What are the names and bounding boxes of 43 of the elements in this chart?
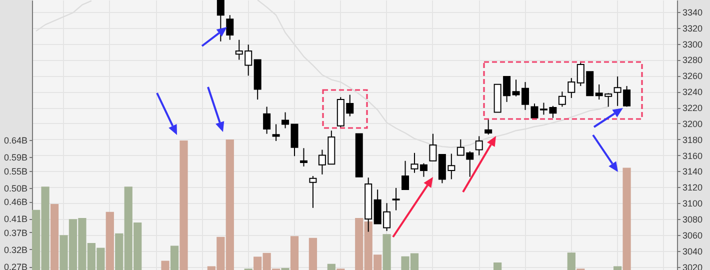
y2-tick-label: 3240 bbox=[682, 87, 703, 98]
y2-tick-label: 3300 bbox=[682, 39, 703, 50]
candlestick bbox=[226, 14, 234, 40]
candlestick bbox=[558, 91, 566, 108]
y2-tick-label: 3340 bbox=[682, 7, 703, 18]
y2-tick-label: 3280 bbox=[682, 55, 703, 66]
y-tick-label: 0.59B bbox=[4, 152, 28, 163]
y2-tick-label: 3020 bbox=[682, 262, 703, 270]
candlestick bbox=[300, 148, 308, 167]
candlestick bbox=[272, 124, 280, 142]
y2-tick-label: 3260 bbox=[682, 71, 703, 82]
candlestick bbox=[290, 124, 298, 157]
y2-tick-label: 3200 bbox=[682, 118, 703, 129]
y2-tick-label: 3060 bbox=[682, 230, 703, 240]
y-tick-label: 0.55B bbox=[4, 166, 28, 176]
candlestick bbox=[568, 78, 576, 98]
y2-tick-label: 3040 bbox=[682, 246, 703, 256]
candlestick bbox=[410, 152, 418, 174]
y2-tick-label: 3180 bbox=[682, 134, 703, 145]
y-tick-label: 0.41B bbox=[4, 214, 28, 224]
y2-tick-label: 3220 bbox=[682, 103, 703, 114]
candlestick bbox=[429, 133, 437, 162]
y-tick-label: 0.37B bbox=[4, 228, 28, 238]
y-tick-label: 0.50B bbox=[4, 183, 28, 194]
y-tick-label: 0.46B bbox=[4, 197, 28, 208]
candlestick bbox=[484, 118, 492, 136]
y2-tick-label: 3100 bbox=[682, 198, 703, 209]
candlestick bbox=[530, 103, 538, 118]
y-tick-label: 0.32B bbox=[4, 244, 28, 255]
y2-tick-label: 3080 bbox=[682, 214, 703, 225]
y-tick-label: 0.64B bbox=[4, 136, 28, 146]
candlestick bbox=[282, 112, 290, 129]
y2-tick-label: 3140 bbox=[682, 166, 703, 177]
y2-tick-label: 3320 bbox=[682, 23, 703, 34]
candlestick bbox=[392, 187, 400, 211]
candlestick bbox=[263, 106, 271, 134]
candlestick bbox=[402, 160, 410, 190]
candlestick bbox=[475, 136, 483, 156]
candlestick bbox=[309, 176, 317, 208]
y-tick-label: 0.27B bbox=[4, 262, 28, 270]
y2-tick-label: 3120 bbox=[682, 182, 703, 193]
candlestick bbox=[420, 162, 428, 178]
y2-tick-label: 3160 bbox=[682, 150, 703, 161]
